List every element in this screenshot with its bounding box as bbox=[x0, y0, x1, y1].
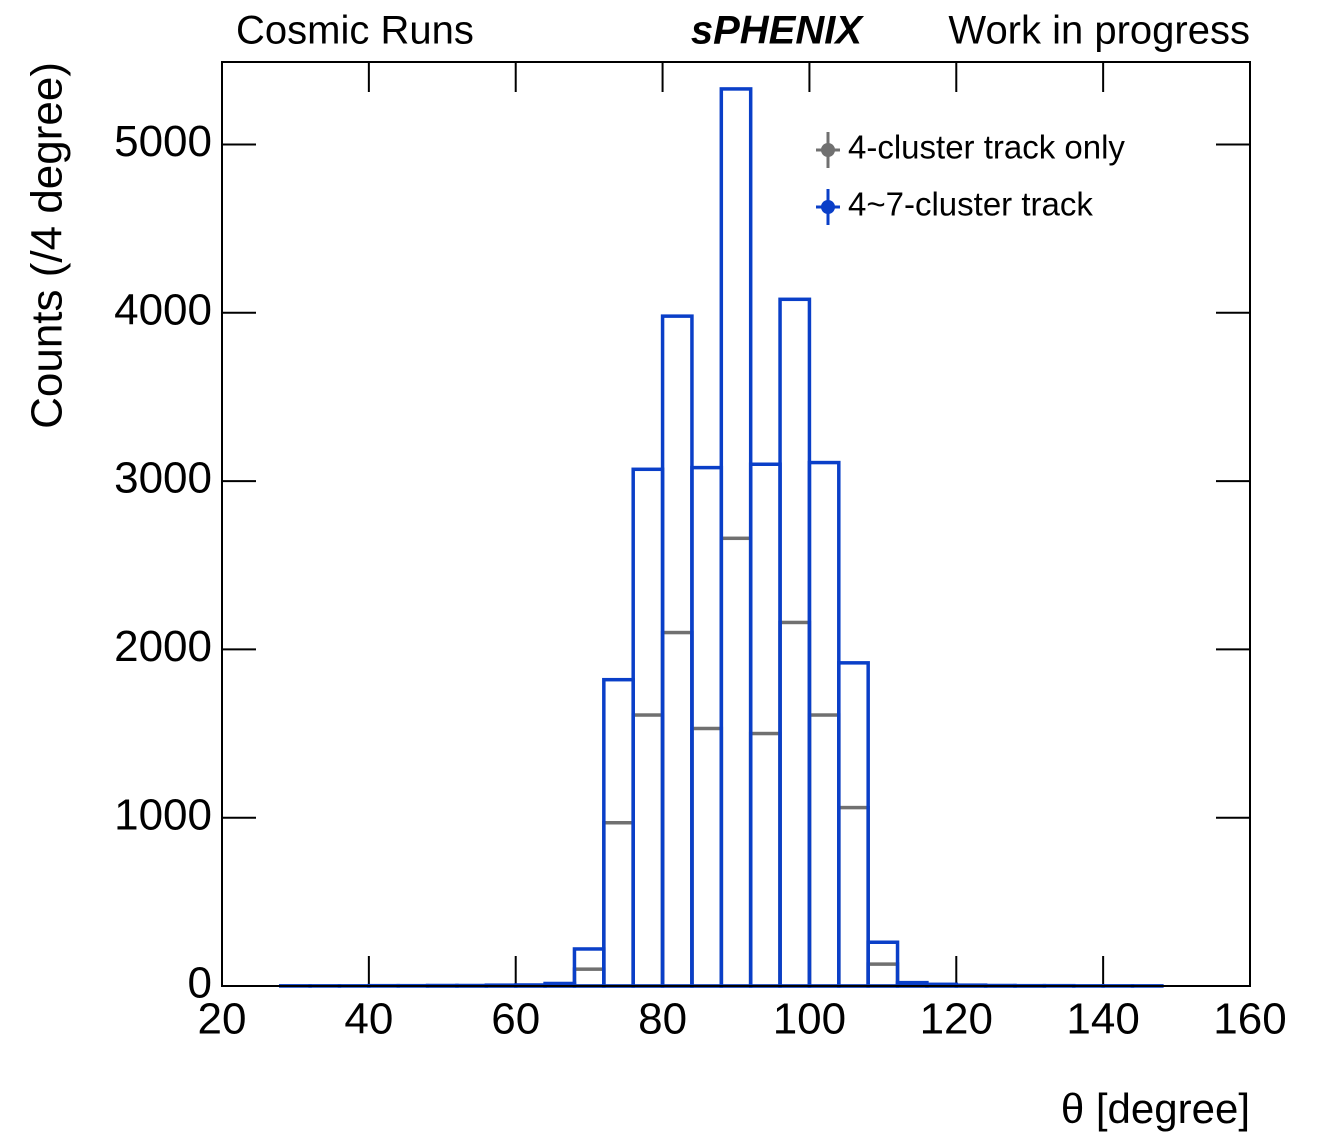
x-tick-label: 60 bbox=[491, 995, 540, 1044]
histogram-bin bbox=[748, 731, 782, 988]
histogram-bin bbox=[602, 820, 635, 988]
y-tick-label: 4000 bbox=[114, 285, 212, 334]
histogram-bin bbox=[837, 805, 870, 988]
x-tick-label: 160 bbox=[1213, 995, 1286, 1044]
histogram-bin bbox=[807, 460, 841, 988]
histogram-bin bbox=[631, 467, 665, 988]
histogram-bin bbox=[660, 630, 694, 988]
histogram-bin bbox=[748, 462, 782, 988]
plot-frame bbox=[221, 61, 1251, 987]
y-tick-label: 5000 bbox=[114, 117, 212, 166]
legend-label: 4-cluster track only bbox=[848, 129, 1125, 166]
legend-marker bbox=[821, 200, 835, 214]
histogram-bin bbox=[807, 713, 841, 988]
histogram-bin bbox=[631, 713, 665, 988]
y-axis-label: Counts (/4 degree) bbox=[23, 62, 72, 429]
y-tick-label: 2000 bbox=[114, 622, 212, 671]
title-left: Cosmic Runs bbox=[236, 9, 474, 53]
histogram-bin bbox=[602, 677, 635, 988]
x-axis-label: θ [degree] bbox=[1061, 1085, 1250, 1132]
histogram-bin bbox=[572, 967, 606, 988]
x-tick-label: 80 bbox=[638, 995, 687, 1044]
x-tick-label: 20 bbox=[198, 995, 247, 1044]
legend-marker bbox=[821, 143, 835, 157]
histogram-bin bbox=[719, 536, 753, 988]
x-tick-label: 40 bbox=[344, 995, 393, 1044]
histogram-bin bbox=[690, 726, 724, 988]
title-brand: sPHENIX bbox=[691, 9, 864, 53]
title-right: Work in progress bbox=[948, 9, 1250, 53]
y-tick-label: 3000 bbox=[114, 454, 212, 503]
y-tick-label: 1000 bbox=[114, 790, 212, 839]
y-tick-label: 0 bbox=[188, 959, 212, 1008]
histogram-bin bbox=[866, 962, 900, 988]
x-tick-label: 140 bbox=[1066, 995, 1139, 1044]
legend-label: 4~7-cluster track bbox=[848, 186, 1093, 223]
histogram-bin bbox=[778, 297, 812, 988]
histogram-bin bbox=[660, 314, 694, 988]
x-tick-label: 120 bbox=[920, 995, 993, 1044]
x-tick-label: 100 bbox=[773, 995, 846, 1044]
histogram-bin bbox=[778, 620, 812, 988]
histogram-bin bbox=[837, 661, 870, 988]
